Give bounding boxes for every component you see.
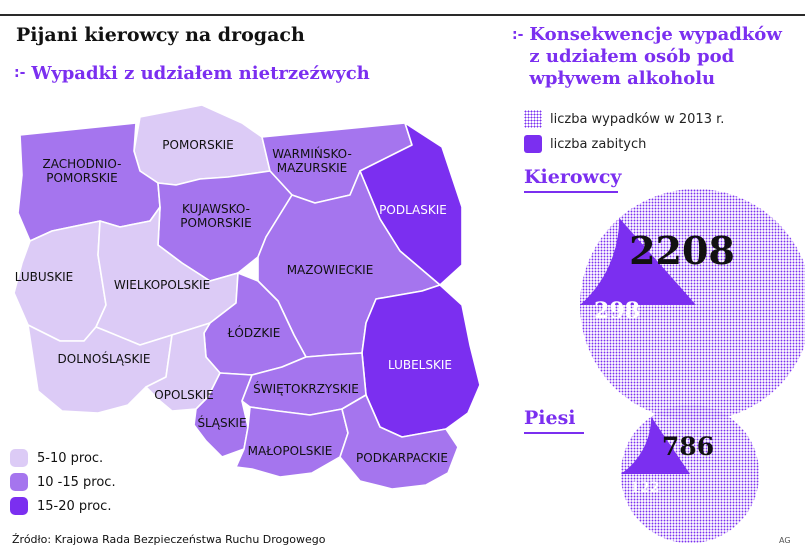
region-podkarpackie <box>339 394 459 490</box>
region-label: ŁÓDZKIE <box>227 325 281 340</box>
pie-value-accidents: 2208 <box>629 228 735 273</box>
map-subtitle: :- Wypadki z udziałem nietrzeźwych <box>14 63 370 84</box>
credit: AG <box>779 536 791 545</box>
pie-killed-piesi <box>620 416 690 474</box>
region-label: LUBUSKIE <box>15 270 74 284</box>
right-title-marker: :- <box>512 27 524 43</box>
pie-value-accidents: 786 <box>662 432 714 461</box>
map-legend-label: 5-10 proc. <box>37 450 104 466</box>
region-label: ŚWIĘTOKRZYSKIE <box>253 381 359 396</box>
map-legend-label: 15-20 proc. <box>37 498 112 514</box>
pies-title: :- Konsekwencje wypadków z udziałem osób … <box>512 24 802 90</box>
pie-legend-swatch-dotted <box>524 110 542 128</box>
section-rule-piesi <box>524 432 584 434</box>
pie-legend-swatch-solid <box>524 135 542 153</box>
subtitle-marker: :- <box>14 65 26 81</box>
pies-title-text: Konsekwencje wypadków z udziałem osób po… <box>529 24 782 89</box>
pie-legend-label: liczba zabitych <box>550 136 647 152</box>
map-legend-item: 10 -15 proc. <box>10 471 116 493</box>
region-label: WIELKOPOLSKIE <box>114 278 210 292</box>
pie-legend-label: liczba wypadków w 2013 r. <box>550 111 725 127</box>
region-label: PODKARPACKIE <box>356 451 448 465</box>
region-label: ŚLĄSKIE <box>197 415 246 430</box>
map-legend-swatch-medium <box>10 473 28 491</box>
map-region-labels: POMORSKIE ZACHODNIO-POMORSKIE WARMIŃSKO-MA… <box>15 138 452 465</box>
page-title: Pijani kierowcy na drogach <box>16 24 305 46</box>
pie-value-killed: 122 <box>630 480 659 496</box>
region-label: DOLNOŚLĄSKIE <box>58 351 151 366</box>
map-legend-swatch-light <box>10 449 28 467</box>
poland-map: POMORSKIE ZACHODNIO-POMORSKIE WARMIŃSKO-MA… <box>13 104 481 490</box>
map-legend-item: 15-20 proc. <box>10 495 116 517</box>
section-title-kierowcy: Kierowcy <box>524 166 622 188</box>
map-legend-label: 10 -15 proc. <box>37 474 116 490</box>
region-label: MAZOWIECKIE <box>287 263 374 277</box>
section-rule-kierowcy <box>524 191 618 193</box>
region-label: WARMIŃSKO-MAZURSKIE <box>272 146 352 175</box>
map-legend-item: 5-10 proc. <box>10 447 116 469</box>
region-label: KUJAWSKO-POMORSKIE <box>180 202 251 230</box>
pie-legend-item: liczba wypadków w 2013 r. <box>524 108 724 130</box>
region-label: PODLASKIE <box>379 203 447 217</box>
pie-value-killed: 298 <box>594 298 640 324</box>
source-note: Źródło: Krajowa Rada Bezpieczeństwa Ruch… <box>12 533 326 546</box>
region-label: ZACHODNIO-POMORSKIE <box>43 157 122 185</box>
map-regions <box>13 104 481 490</box>
region-label: OPOLSKIE <box>154 388 213 402</box>
region-label: LUBELSKIE <box>388 358 452 372</box>
pie-legend-item: liczba zabitych <box>524 133 724 155</box>
region-label: POMORSKIE <box>162 138 233 152</box>
section-title-piesi: Piesi <box>524 407 576 429</box>
region-label: MAŁOPOLSKIE <box>248 444 333 458</box>
top-rule <box>0 14 805 16</box>
map-subtitle-text: Wypadki z udziałem nietrzeźwych <box>31 63 370 84</box>
map-legend-swatch-dark <box>10 497 28 515</box>
map-legend: 5-10 proc. 10 -15 proc. 15-20 proc. <box>10 447 116 519</box>
pie-killed-kierowcy <box>580 218 696 305</box>
pie-legend: liczba wypadków w 2013 r. liczba zabityc… <box>524 108 724 158</box>
